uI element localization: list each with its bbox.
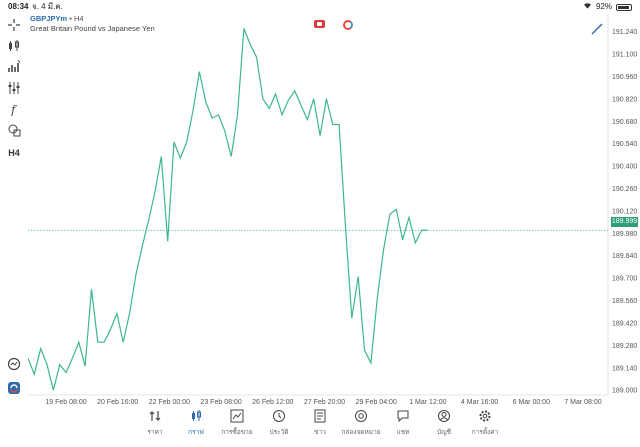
wifi-icon bbox=[583, 0, 592, 14]
y-tick-label: 189.000 bbox=[612, 388, 637, 395]
nav-item-quotes[interactable]: ราคา bbox=[135, 409, 175, 437]
currency-circle-icon[interactable] bbox=[343, 20, 353, 30]
nav-label: ข่าว bbox=[314, 429, 326, 436]
nav-item-trade[interactable]: การซื้อขาย bbox=[217, 409, 257, 437]
battery-percent: 92% bbox=[595, 2, 612, 11]
nav-item-mailbox[interactable]: กล่องจดหมาย bbox=[341, 409, 381, 437]
status-time: 08:34 bbox=[8, 2, 29, 11]
y-tick-label: 189.840 bbox=[612, 253, 637, 260]
y-tick-label: 190.120 bbox=[612, 208, 637, 215]
nav-label: กล่องจดหมาย bbox=[341, 429, 381, 436]
status-date: จ. 4 มี.ค. bbox=[32, 2, 63, 11]
nav-label: ประวัติ bbox=[269, 429, 289, 436]
x-tick-label: 7 Mar 08:00 bbox=[564, 399, 601, 406]
y-tick-label: 191.100 bbox=[612, 52, 637, 59]
x-tick-label: 6 Mar 00:00 bbox=[513, 399, 550, 406]
x-tick-label: 26 Feb 12:00 bbox=[252, 399, 293, 406]
settings-icon bbox=[478, 409, 492, 423]
y-tick-label: 190.820 bbox=[612, 96, 637, 103]
left-toolbar: f H4 bbox=[0, 14, 28, 409]
nav-label: การซื้อขาย bbox=[221, 429, 253, 436]
pen-draw-icon[interactable] bbox=[591, 22, 603, 35]
x-tick-label: 22 Feb 00:00 bbox=[149, 399, 190, 406]
y-tick-label: 190.960 bbox=[612, 74, 637, 81]
y-tick-label: 189.280 bbox=[612, 343, 637, 350]
nav-item-chart[interactable]: กราฟ bbox=[176, 409, 216, 437]
nav-label: กราฟ bbox=[188, 429, 204, 436]
account-icon bbox=[437, 409, 451, 423]
nav-label: แชท bbox=[396, 429, 410, 436]
chart-badges bbox=[314, 20, 353, 30]
market-flag-icon[interactable] bbox=[314, 20, 325, 28]
candlestick-icon[interactable] bbox=[6, 38, 22, 54]
symbol-description: Great Britain Pound vs Japanese Yen bbox=[30, 24, 155, 33]
status-right: 92% bbox=[583, 0, 632, 14]
objects-icon[interactable] bbox=[6, 122, 22, 138]
price-chart[interactable]: 189.000 189.140 189.280 189.420 189.560 189.7… bbox=[28, 14, 640, 406]
symbol-header: GBPJPYm • H4 Great Britain Pound vs Japa… bbox=[30, 14, 155, 34]
one-click-trading-icon[interactable] bbox=[6, 380, 22, 396]
x-tick-label: 19 Feb 08:00 bbox=[45, 399, 86, 406]
symbol-timeframe: H4 bbox=[73, 14, 84, 23]
history-icon bbox=[272, 409, 286, 423]
nav-item-news[interactable]: ข่าว bbox=[300, 409, 340, 437]
y-tick-label: 190.680 bbox=[612, 119, 637, 126]
y-tick-label: 189.420 bbox=[612, 320, 637, 327]
chat-icon bbox=[396, 409, 410, 423]
x-tick-label: 20 Feb 16:00 bbox=[97, 399, 138, 406]
trade-icon bbox=[230, 409, 244, 423]
zoom-chart-icon[interactable] bbox=[6, 356, 22, 372]
y-tick-label: 190.540 bbox=[612, 141, 637, 148]
nav-item-settings[interactable]: การตั้งค่า bbox=[465, 409, 505, 437]
chart-icon bbox=[189, 409, 203, 423]
x-tick-label: 23 Feb 08:00 bbox=[200, 399, 241, 406]
x-tick-label: 27 Feb 20:00 bbox=[304, 399, 345, 406]
x-tick-label: 1 Mar 12:00 bbox=[409, 399, 446, 406]
mailbox-icon bbox=[354, 409, 368, 423]
nav-item-account[interactable]: บัญชี bbox=[424, 409, 464, 437]
news-icon bbox=[313, 409, 327, 423]
crosshair-icon[interactable] bbox=[6, 17, 22, 33]
symbol-separator: • bbox=[69, 14, 72, 23]
y-tick-label: 189.140 bbox=[612, 365, 637, 372]
nav-label: บัญชี bbox=[436, 429, 452, 436]
function-icon[interactable]: f bbox=[6, 101, 22, 117]
quotes-icon bbox=[148, 409, 162, 423]
indicators-icon[interactable] bbox=[6, 59, 22, 75]
nav-label: ราคา bbox=[147, 429, 163, 436]
bottom-nav: ราคา กราฟ การซื้อขาย ประวัติ ข่าว กล่องจดหมาย… bbox=[0, 405, 640, 447]
symbol-name[interactable]: GBPJPYm bbox=[30, 14, 68, 23]
x-tick-label: 29 Feb 04:00 bbox=[356, 399, 397, 406]
price-line-series bbox=[28, 28, 429, 391]
status-bar: 08:34 จ. 4 มี.ค. 92% bbox=[0, 0, 640, 14]
y-tick-label: 189.700 bbox=[612, 276, 637, 283]
nav-label: การตั้งค่า bbox=[471, 429, 499, 436]
nav-item-history[interactable]: ประวัติ bbox=[259, 409, 299, 437]
battery-icon bbox=[616, 3, 632, 11]
y-tick-label: 191.240 bbox=[612, 29, 637, 36]
y-tick-label: 189.560 bbox=[612, 298, 637, 305]
y-tick-label: 190.260 bbox=[612, 186, 637, 193]
x-tick-label: 4 Mar 16:00 bbox=[461, 399, 498, 406]
sliders-icon[interactable] bbox=[6, 80, 22, 96]
nav-item-chat[interactable]: แชท bbox=[383, 409, 423, 437]
y-tick-label: 190.400 bbox=[612, 164, 637, 171]
timeframe-button[interactable]: H4 bbox=[8, 148, 20, 158]
current-price-tag: 189.999 bbox=[611, 217, 638, 227]
svg-text:f: f bbox=[10, 103, 18, 116]
y-tick-label: 189.980 bbox=[612, 231, 637, 238]
